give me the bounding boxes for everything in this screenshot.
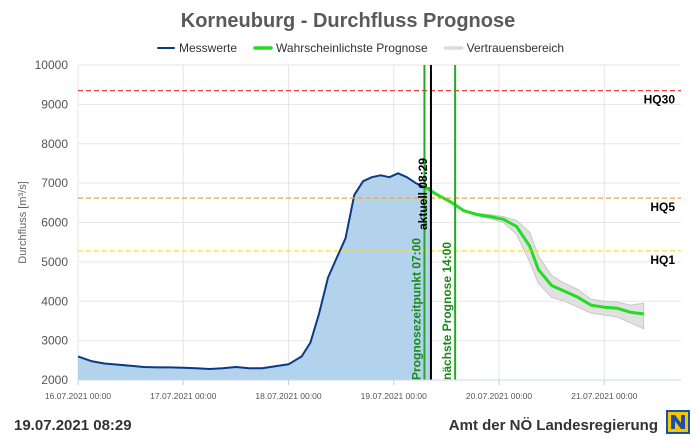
y-tick-label: 9000 <box>41 97 68 111</box>
legend: Messwerte Wahrscheinlichste Prognose Vertr… <box>157 41 564 55</box>
threshold-label-hq5: HQ5 <box>650 200 675 214</box>
x-tick-label: 18.07.2021 00:00 <box>255 391 321 401</box>
y-tick-label: 7000 <box>41 176 68 190</box>
marker-label-1: Prognosezeitpunkt 07:00 <box>409 238 423 380</box>
series-messwerte-line <box>77 172 432 370</box>
series-lines <box>77 172 644 370</box>
y-tick-label: 2000 <box>41 373 68 387</box>
x-tick-label: 17.07.2021 00:00 <box>150 391 216 401</box>
y-axis-label: Durchfluss [m³/s] <box>17 181 29 264</box>
legend-label-3: Vertrauensbereich <box>467 41 564 55</box>
x-tick-label: 19.07.2021 00:00 <box>361 391 427 401</box>
footer-organization: Amt der NÖ Landesregierung <box>448 417 658 434</box>
legend-label-2: Wahrscheinlichste Prognose <box>276 41 428 55</box>
noe-logo-icon <box>666 410 690 434</box>
x-tick-label: 20.07.2021 00:00 <box>466 391 532 401</box>
x-tick-label: 16.07.2021 00:00 <box>45 391 111 401</box>
axes: 2000 3000 4000 5000 6000 7000 8000 9000 10000 16.… <box>17 58 681 401</box>
y-tick-label: 6000 <box>41 216 68 230</box>
x-tick-label: 21.07.2021 00:00 <box>571 391 637 401</box>
threshold-label-hq30: HQ30 <box>644 93 676 107</box>
time-markers: Prognosezeitpunkt 07:00 aktuell 08:29 näch… <box>409 65 457 380</box>
y-tick-label: 4000 <box>41 294 68 308</box>
series-prognose-line <box>423 185 644 316</box>
marker-label-3: nächste Prognose 14:00 <box>440 242 454 380</box>
threshold-lines: HQ30 HQ5 HQ1 <box>78 89 681 267</box>
y-tick-label: 10000 <box>35 58 69 72</box>
legend-label-1: Messwerte <box>179 41 237 55</box>
chart-title: Korneuburg - Durchfluss Prognose <box>180 10 516 32</box>
marker-label-2: aktuell 08:29 <box>416 158 430 230</box>
measured-area <box>78 173 431 380</box>
threshold-label-hq1: HQ1 <box>650 253 675 267</box>
y-tick-label: 3000 <box>41 334 68 348</box>
y-tick-label: 8000 <box>41 137 68 151</box>
y-tick-label: 5000 <box>41 255 68 269</box>
series-messwerte-area <box>78 173 431 380</box>
footer-date: 19.07.2021 08:29 <box>14 417 132 434</box>
